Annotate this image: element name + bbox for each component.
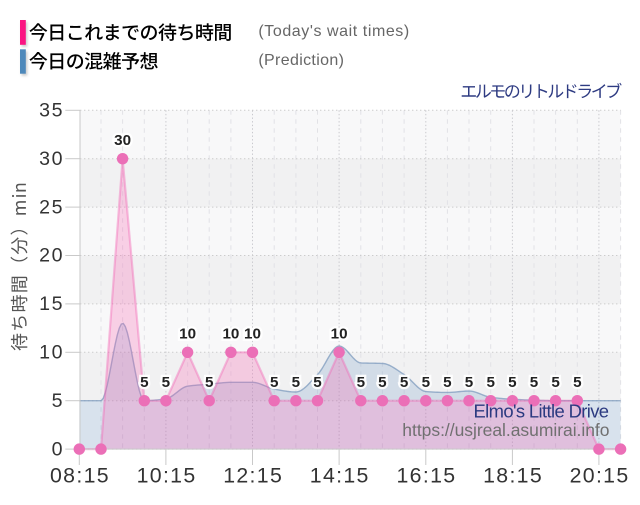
svg-text:25: 25 [39, 196, 62, 218]
svg-text:(Prediction): (Prediction) [258, 52, 344, 69]
svg-text:18:15: 18:15 [483, 463, 542, 487]
svg-text:5: 5 [422, 374, 431, 391]
svg-text:14:15: 14:15 [310, 463, 369, 487]
svg-text:https://usjreal.asumirai.info: https://usjreal.asumirai.info [402, 420, 609, 440]
svg-text:0: 0 [52, 438, 63, 460]
svg-text:5: 5 [465, 374, 474, 391]
svg-text:5: 5 [205, 374, 214, 391]
svg-text:10: 10 [179, 326, 196, 343]
svg-text:5: 5 [573, 374, 582, 391]
svg-text:5: 5 [313, 374, 322, 391]
svg-text:08:15: 08:15 [50, 463, 109, 487]
svg-text:5: 5 [378, 374, 387, 391]
svg-text:5: 5 [508, 374, 517, 391]
svg-text:10:15: 10:15 [137, 463, 196, 487]
svg-text:15: 15 [39, 293, 62, 315]
svg-text:10: 10 [39, 342, 62, 364]
svg-text:10: 10 [244, 326, 261, 343]
svg-text:5: 5 [140, 374, 149, 391]
svg-text:5: 5 [270, 374, 279, 391]
svg-text:30: 30 [114, 132, 131, 149]
svg-text:5: 5 [162, 374, 171, 391]
svg-text:5: 5 [530, 374, 539, 391]
svg-text:5: 5 [551, 374, 560, 391]
svg-text:(Today's wait times): (Today's wait times) [258, 23, 409, 40]
svg-text:10: 10 [331, 326, 348, 343]
svg-text:5: 5 [357, 374, 366, 391]
svg-text:30: 30 [39, 148, 62, 170]
svg-text:5: 5 [486, 374, 495, 391]
svg-text:5: 5 [400, 374, 409, 391]
svg-text:5: 5 [292, 374, 301, 391]
svg-text:10: 10 [222, 326, 239, 343]
svg-text:Elmo's Little Drive: Elmo's Little Drive [474, 400, 610, 421]
svg-text:20:15: 20:15 [570, 463, 629, 487]
svg-text:12:15: 12:15 [223, 463, 282, 487]
svg-text:35: 35 [39, 100, 62, 122]
svg-text:5: 5 [52, 390, 63, 412]
svg-text:5: 5 [443, 374, 452, 391]
svg-text:16:15: 16:15 [397, 463, 456, 487]
svg-text:20: 20 [39, 245, 62, 267]
